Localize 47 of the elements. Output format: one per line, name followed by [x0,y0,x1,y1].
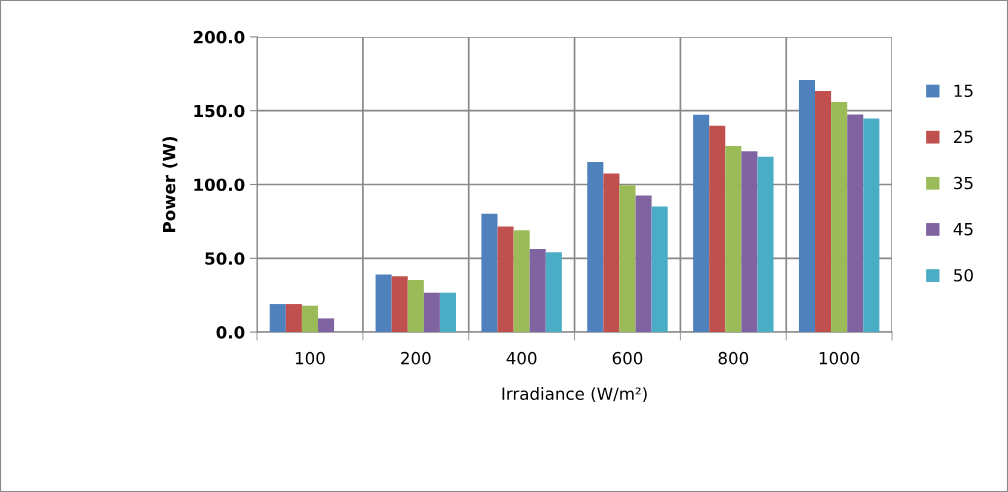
legend-label: 35 [954,176,973,190]
bar [529,249,546,333]
bar [741,151,758,333]
bar [603,173,620,333]
bar [318,318,335,333]
bar [815,91,832,333]
x-tick-label: 1000 [819,351,860,365]
bar [269,304,286,333]
bar [619,185,636,333]
bar [651,206,668,333]
bar [725,146,742,333]
bar [587,162,604,333]
bar [301,305,318,333]
x-axis-title: Irradiance (W/m²) [502,387,647,402]
bar [831,101,848,333]
bar [439,292,457,333]
x-tick-label: 600 [612,351,643,365]
bar [847,114,864,333]
y-tick-label: 150.0 [194,104,245,118]
y-tick-label: 200.0 [193,30,245,44]
bar [545,252,562,333]
bar [285,304,302,333]
y-tick-label: 0.0 [216,326,245,339]
bar [635,195,652,333]
legend-label: 45 [953,223,973,236]
x-tick-label: 800 [718,351,749,365]
x-tick-label: 400 [506,351,537,365]
bar [375,274,392,333]
bar [693,114,710,333]
bar [497,226,514,333]
bar [798,80,816,333]
bar [757,156,774,333]
legend-label: 25 [954,130,973,144]
bar [407,280,424,333]
bar [423,292,440,333]
bar [863,118,880,333]
legend-label: 15 [954,84,973,98]
x-tick-label: 100 [295,351,325,365]
bar [391,276,408,333]
bar [709,125,726,333]
x-tick-label: 200 [401,351,431,365]
y-axis-title: Power (W) [162,136,178,232]
legend-label: 50 [954,268,973,282]
y-tick-label: 50.0 [205,252,245,265]
y-tick-label: 100.0 [194,178,245,192]
bar [481,213,498,333]
bar [513,230,530,333]
